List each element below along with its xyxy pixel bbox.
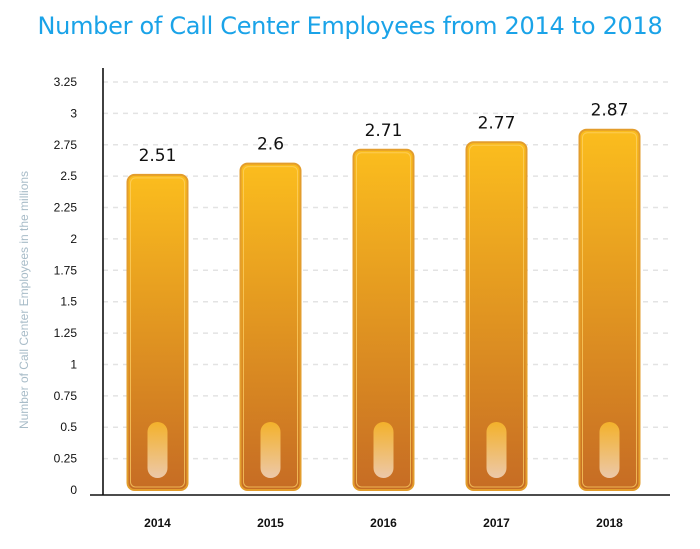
y-tick-label: 0.75 — [54, 389, 78, 403]
chart-title: Number of Call Center Employees from 201… — [37, 12, 663, 40]
x-tick-label: 2017 — [483, 516, 510, 530]
y-tick-label: 2 — [70, 232, 77, 246]
data-label: 2.87 — [591, 101, 629, 121]
y-tick-label: 0.25 — [54, 452, 78, 466]
y-tick-label: 1.25 — [54, 326, 78, 340]
data-label: 2.51 — [139, 146, 177, 166]
bar — [578, 128, 641, 491]
data-label: 2.71 — [365, 121, 403, 141]
y-tick-labels: 0 0.25 0.5 0.75 1 1.25 1.5 1.75 2 2.25 2.5 2.75 3 3.2… — [54, 75, 78, 497]
x-tick-label: 2018 — [596, 516, 623, 530]
bar-2015 — [239, 162, 302, 491]
bar-pill — [260, 422, 281, 478]
bar-highlight — [130, 177, 185, 488]
bar-pill — [599, 422, 620, 478]
bar — [126, 173, 189, 491]
bar-pill — [373, 422, 394, 478]
y-tick-label: 3 — [70, 106, 77, 120]
bar-highlight — [243, 166, 298, 488]
x-tick-label: 2015 — [257, 516, 284, 530]
bar-2016 — [352, 148, 415, 491]
y-tick-label: 2.75 — [54, 138, 78, 152]
bars — [126, 128, 641, 492]
y-tick-label: 2.25 — [54, 201, 78, 215]
y-tick-label: 1.5 — [60, 295, 77, 309]
y-axis-label: Number of Call Center Employees in the m… — [17, 171, 31, 429]
data-label: 2.6 — [257, 135, 284, 155]
bar-highlight — [356, 152, 411, 488]
bar — [352, 148, 415, 491]
y-tick-label: 0.5 — [60, 420, 77, 434]
bar-2014 — [126, 173, 189, 491]
bar — [239, 162, 302, 491]
axes — [90, 68, 670, 496]
bar-highlight — [469, 144, 524, 488]
y-tick-label: 1 — [70, 357, 77, 371]
x-tick-label: 2014 — [144, 516, 171, 530]
y-tick-label: 3.25 — [54, 75, 78, 89]
bar-highlight — [582, 132, 637, 488]
y-tick-label: 0 — [70, 483, 77, 497]
x-tick-labels: 2014 2015 2016 2017 2018 — [144, 516, 623, 530]
bar-pill — [486, 422, 507, 478]
bar-pill — [147, 422, 168, 478]
data-labels: 2.51 2.6 2.71 2.77 2.87 — [139, 101, 629, 166]
y-tick-label: 1.75 — [54, 263, 78, 277]
data-label: 2.77 — [478, 113, 516, 133]
x-tick-label: 2016 — [370, 516, 397, 530]
y-tick-label: 2.5 — [60, 169, 77, 183]
bar-2018 — [578, 128, 641, 491]
bar — [465, 141, 528, 492]
bar-2017 — [465, 141, 528, 492]
